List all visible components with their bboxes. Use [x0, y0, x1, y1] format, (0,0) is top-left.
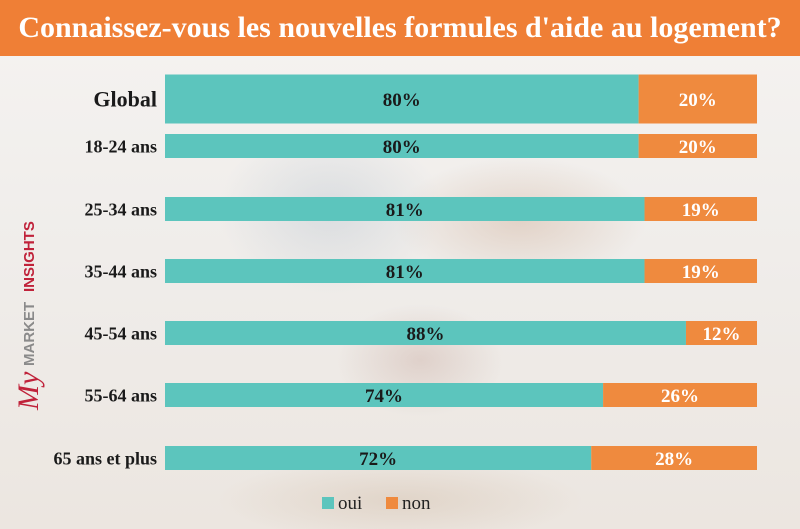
bar-oui — [165, 259, 645, 283]
bar-non — [644, 259, 757, 283]
title-banner: Connaissez-vous les nouvelles formules d… — [0, 0, 800, 56]
data-label-oui: 74% — [365, 386, 403, 407]
bar-non — [638, 134, 757, 158]
category-label: 65 ans et plus — [53, 448, 157, 468]
data-label-oui: 80% — [383, 90, 421, 111]
data-label-non: 20% — [679, 137, 717, 158]
legend-label-non: non — [402, 493, 431, 514]
data-label-oui: 88% — [406, 324, 444, 345]
legend-label-oui: oui — [338, 493, 362, 514]
data-label-oui: 81% — [386, 200, 424, 221]
category-label: 55-64 ans — [84, 385, 157, 405]
bar-oui — [165, 383, 604, 407]
data-label-oui: 72% — [359, 449, 397, 470]
category-label: Global — [93, 87, 157, 112]
brand-logo: My MARKET INSIGHTS — [12, 221, 45, 411]
bar-oui — [165, 446, 592, 470]
bar-oui — [165, 197, 645, 221]
category-label: 35-44 ans — [84, 261, 157, 281]
chart-title: Connaissez-vous les nouvelles formules d… — [18, 11, 782, 44]
brand-prefix: My — [12, 371, 45, 411]
bar-non — [591, 446, 757, 470]
data-label-non: 20% — [679, 90, 717, 111]
bar-non — [644, 197, 757, 221]
bar-oui — [165, 321, 686, 345]
data-label-non: 28% — [655, 449, 693, 470]
bar-oui — [165, 134, 639, 158]
data-label-oui: 81% — [386, 262, 424, 283]
category-label: 25-34 ans — [84, 199, 157, 219]
legend-swatch-non — [386, 497, 398, 509]
brand-word-market: MARKET — [21, 302, 38, 366]
bar-oui — [165, 74, 639, 124]
data-label-non: 12% — [702, 324, 740, 345]
category-label: 45-54 ans — [84, 323, 157, 343]
data-label-non: 19% — [682, 262, 720, 283]
bar-non — [638, 74, 757, 124]
data-label-oui: 80% — [383, 137, 421, 158]
legend-swatch-oui — [322, 497, 334, 509]
data-label-non: 19% — [682, 200, 720, 221]
bar-non — [603, 383, 757, 407]
category-label: 18-24 ans — [84, 136, 157, 156]
bar-non — [685, 321, 757, 345]
data-label-non: 26% — [661, 386, 699, 407]
brand-word-insights: INSIGHTS — [21, 221, 38, 292]
